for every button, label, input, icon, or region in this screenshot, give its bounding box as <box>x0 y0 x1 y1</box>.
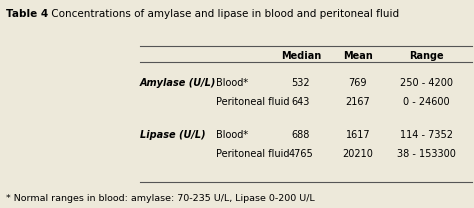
Text: Amylase (U/L): Amylase (U/L) <box>140 78 216 88</box>
Text: 769: 769 <box>348 78 367 88</box>
Text: Range: Range <box>409 51 444 61</box>
Text: 114 - 7352: 114 - 7352 <box>400 130 453 140</box>
Text: 250 - 4200: 250 - 4200 <box>400 78 453 88</box>
Text: Table 4: Table 4 <box>6 9 48 19</box>
Text: * Normal ranges in blood: amylase: 70-235 U/L, Lipase 0-200 U/L: * Normal ranges in blood: amylase: 70-23… <box>6 194 315 203</box>
Text: 643: 643 <box>292 97 310 107</box>
Text: 38 - 153300: 38 - 153300 <box>397 149 456 159</box>
Text: Blood*: Blood* <box>216 130 248 140</box>
Text: Peritoneal fluid: Peritoneal fluid <box>216 97 289 107</box>
Text: Lipase (U/L): Lipase (U/L) <box>140 130 205 140</box>
Text: Peritoneal fluid: Peritoneal fluid <box>216 149 289 159</box>
Text: 1617: 1617 <box>346 130 370 140</box>
Text: 20210: 20210 <box>342 149 374 159</box>
Text: Blood*: Blood* <box>216 78 248 88</box>
Text: 4765: 4765 <box>289 149 313 159</box>
Text: 0 - 24600: 0 - 24600 <box>403 97 450 107</box>
Text: 2167: 2167 <box>346 97 370 107</box>
Text: Mean: Mean <box>343 51 373 61</box>
Text: Median: Median <box>281 51 321 61</box>
Text: 688: 688 <box>292 130 310 140</box>
Text: 532: 532 <box>292 78 310 88</box>
Text: Concentrations of amylase and lipase in blood and peritoneal fluid: Concentrations of amylase and lipase in … <box>48 9 399 19</box>
